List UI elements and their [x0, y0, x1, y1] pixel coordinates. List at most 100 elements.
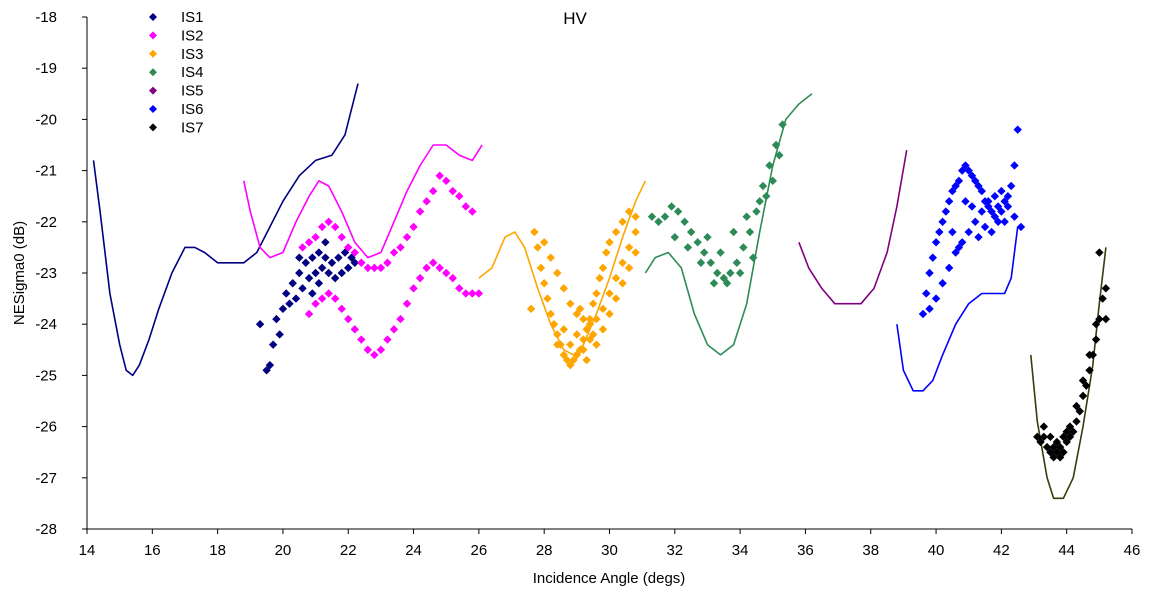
point-is3 — [605, 309, 614, 319]
point-is3 — [595, 273, 604, 283]
point-is3 — [631, 227, 640, 237]
points-layer — [255, 120, 1111, 462]
point-is3 — [598, 263, 608, 273]
point-is4 — [706, 258, 715, 267]
point-is7 — [1039, 432, 1049, 442]
point-is3 — [588, 330, 598, 339]
point-is1 — [295, 268, 304, 278]
point-is1 — [337, 268, 346, 278]
point-is4 — [739, 243, 748, 252]
y-tick-label: -24 — [35, 316, 57, 333]
point-is3 — [605, 289, 614, 298]
point-is1 — [291, 294, 301, 303]
point-is3 — [539, 238, 549, 247]
point-is2 — [448, 273, 457, 283]
point-is3 — [598, 304, 608, 314]
point-is6 — [993, 202, 1003, 211]
point-is4 — [768, 176, 777, 186]
point-is2 — [324, 289, 333, 298]
point-is2 — [324, 217, 333, 226]
point-is2 — [461, 202, 471, 211]
point-is3 — [579, 345, 588, 354]
point-is3 — [631, 248, 640, 257]
point-is6 — [990, 192, 1000, 201]
point-is3 — [553, 268, 562, 278]
y-tick-label: -23 — [35, 265, 57, 282]
point-is2 — [455, 192, 464, 201]
point-is4 — [729, 227, 738, 237]
fit-curve-1 — [92, 83, 359, 377]
point-is4 — [709, 279, 719, 288]
point-is2 — [357, 258, 366, 267]
point-is4 — [696, 258, 706, 267]
point-is3 — [546, 253, 555, 262]
point-is3 — [618, 258, 627, 267]
point-is6 — [980, 222, 990, 232]
point-is3 — [592, 289, 601, 298]
point-is2 — [298, 243, 307, 252]
point-is4 — [732, 258, 742, 267]
point-is6 — [977, 186, 986, 196]
point-is2 — [415, 207, 425, 216]
point-is3 — [624, 263, 634, 273]
point-is7 — [1095, 248, 1104, 257]
legend-label-is3: IS3 — [181, 46, 204, 63]
legend-marker-is1 — [149, 13, 157, 21]
point-is1 — [282, 289, 291, 298]
point-is1 — [330, 273, 340, 283]
point-is3 — [582, 355, 591, 365]
point-is2 — [304, 238, 314, 247]
point-is6 — [987, 227, 996, 237]
point-is2 — [344, 314, 353, 324]
legend-label-is4: IS4 — [181, 64, 204, 81]
point-is2 — [468, 289, 477, 298]
point-is6 — [1013, 125, 1022, 134]
point-is6 — [938, 279, 947, 288]
point-is2 — [317, 222, 327, 232]
point-is4 — [716, 248, 725, 257]
point-is6 — [948, 227, 957, 237]
x-tick-label: 42 — [993, 542, 1010, 559]
legend-label-is1: IS1 — [181, 9, 204, 26]
point-is3 — [588, 299, 598, 308]
point-is2 — [396, 243, 405, 252]
point-is3 — [553, 340, 562, 349]
point-is2 — [455, 284, 464, 293]
x-tick-label: 24 — [405, 542, 422, 559]
point-is4 — [686, 227, 696, 237]
point-is1 — [295, 253, 304, 262]
point-is2 — [442, 176, 451, 186]
fit-curve-4 — [644, 93, 813, 356]
legend-marker-is3 — [149, 49, 157, 58]
point-is3 — [566, 340, 575, 349]
fit-curve-3 — [478, 180, 647, 356]
point-is1 — [288, 279, 297, 288]
point-is2 — [311, 232, 320, 242]
legend-marker-is4 — [149, 68, 157, 77]
point-is3 — [549, 320, 559, 329]
point-is4 — [667, 202, 676, 211]
point-is7 — [1072, 417, 1081, 426]
point-is7 — [1078, 376, 1088, 385]
curves-layer — [92, 83, 1107, 500]
x-tick-label: 30 — [601, 542, 618, 559]
point-is6 — [1010, 212, 1019, 221]
point-is1 — [308, 253, 317, 262]
point-is3 — [559, 325, 568, 334]
y-tick-label: -18 — [35, 9, 57, 26]
y-tick-label: -22 — [35, 214, 57, 231]
point-is6 — [1006, 181, 1016, 191]
point-is7 — [1101, 314, 1111, 324]
point-is4 — [647, 212, 657, 221]
point-is4 — [726, 268, 735, 278]
point-is2 — [304, 309, 314, 319]
point-is4 — [670, 232, 680, 242]
point-is1 — [301, 258, 310, 267]
legend-box — [143, 5, 253, 149]
point-is6 — [944, 263, 954, 273]
fit-curve-6 — [896, 226, 1019, 392]
x-tick-label: 36 — [797, 542, 814, 559]
x-tick-label: 32 — [666, 542, 683, 559]
point-is3 — [624, 243, 634, 252]
point-is2 — [461, 289, 471, 298]
